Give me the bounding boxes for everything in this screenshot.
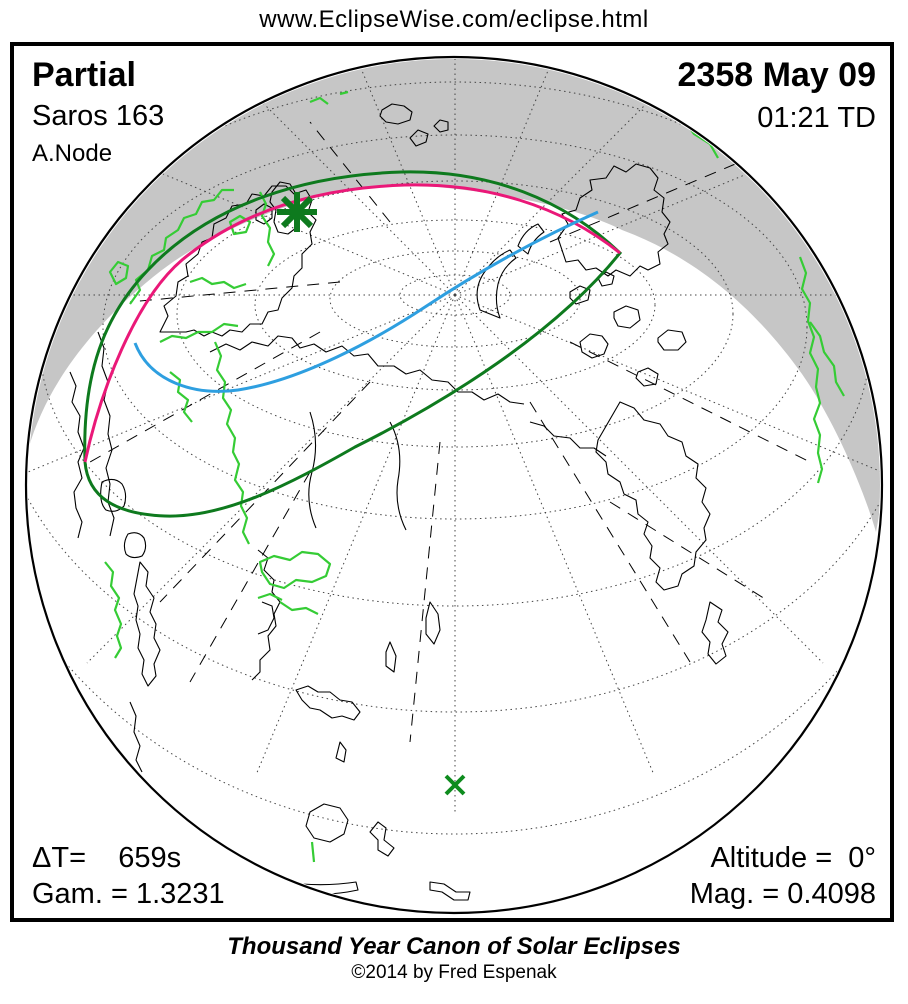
eclipse-limit-curve-magenta [83, 183, 621, 463]
night-shading-region [28, 59, 880, 532]
sunrise-sunset-curve-cyan [133, 210, 599, 393]
canon-title: Thousand Year Canon of Solar Eclipses [227, 933, 681, 960]
graticule-meridians [28, 59, 880, 815]
map-border [10, 42, 894, 922]
gamma-label: Gam. = 1.3231 [32, 878, 225, 910]
country-borders [104, 90, 845, 863]
copyright: ©2014 by Fred Espenak [351, 962, 557, 983]
site-url-header: www.EclipseWise.com/eclipse.html [259, 6, 649, 33]
subsolar-point-x-marker [444, 774, 466, 796]
node-label: A.Node [32, 140, 113, 167]
greatest-eclipse-star-marker [277, 192, 317, 232]
altitude-label: Altitude = 0° [710, 842, 876, 874]
map-frame: Partial Saros 163 A.Node 2358 May 09 01:… [10, 42, 894, 922]
date-label: 2358 May 09 [677, 56, 877, 94]
delta-t-label: ΔT= 659s [32, 842, 182, 874]
saros-label: Saros 163 [32, 100, 165, 132]
eclipse-type-label: Partial [32, 56, 136, 94]
globe-map [10, 42, 894, 922]
magnitude-label: Mag. = 0.4098 [689, 878, 876, 910]
globe-limb [24, 55, 884, 915]
eclipse-limit-curve-green [83, 170, 623, 518]
time-label: 01:21 TD [757, 102, 876, 134]
